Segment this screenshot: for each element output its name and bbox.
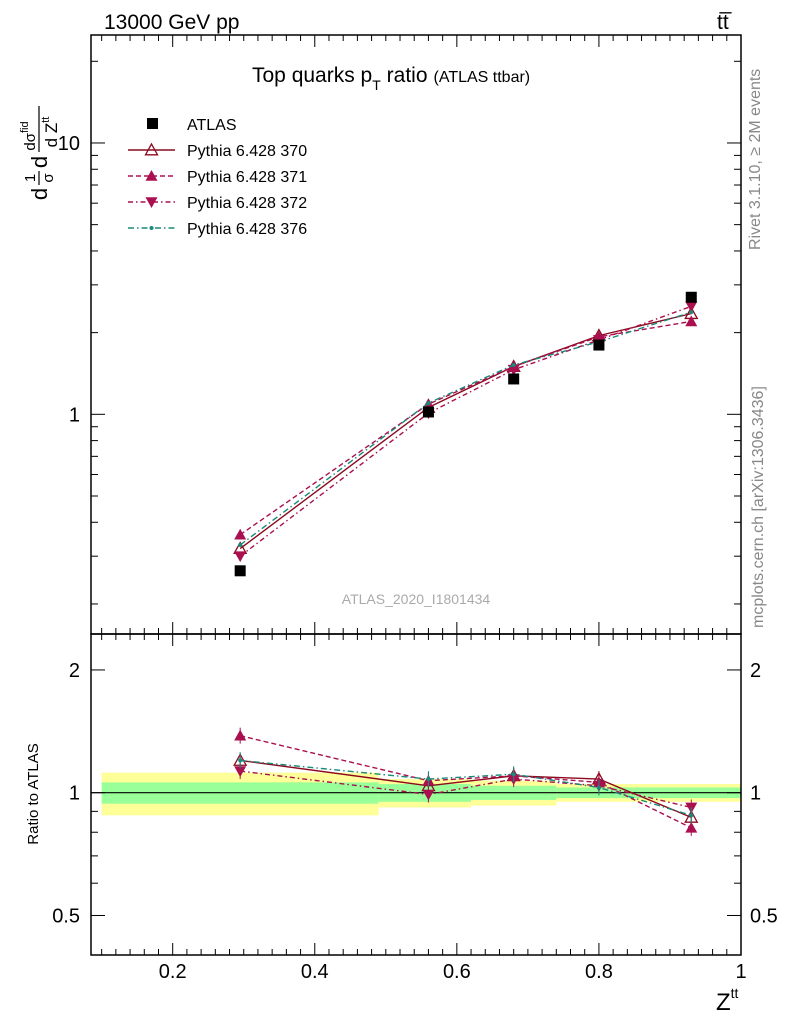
marker-dot: [426, 777, 431, 782]
y-tick-label-main: 1: [69, 404, 80, 426]
y-label-d2: d: [27, 156, 52, 168]
y-tick-label-main: 10: [58, 133, 80, 155]
main-series: [233, 291, 699, 577]
x-tick-label: 1: [735, 961, 746, 983]
marker-dot: [511, 362, 516, 367]
marker-dot: [689, 813, 694, 818]
axes: 0.2 0.4 0.6 0.8 1 1 10 0.5 0.5 1 1 2 2: [52, 34, 778, 983]
y-label-frac-den: σ: [40, 173, 57, 183]
marker-triangle-up: [234, 528, 247, 540]
legend-atlas-marker: [147, 118, 158, 129]
marker-triangle-up: [145, 170, 158, 181]
series-line-3: [239, 305, 692, 557]
x-tick-label: 0.6: [443, 961, 471, 983]
marker-dot: [426, 401, 431, 406]
legend-label-3: Pythia 6.428 372: [187, 195, 307, 212]
x-tick-label: 0.4: [301, 961, 329, 983]
marker-triangle-down: [685, 301, 698, 313]
series-line-2: [239, 320, 692, 536]
y-axis-label-main: d 1 σ d dσfid d Ztt: [19, 106, 61, 200]
marker-square: [685, 291, 697, 303]
y-label-dsigma: dσfid: [19, 121, 39, 150]
y-tick-label-ratio-right: 2: [750, 660, 761, 682]
marker-triangle-up: [234, 729, 247, 741]
marker-dot: [149, 226, 154, 230]
y-tick-label-ratio: 1: [69, 783, 80, 805]
marker-triangle-down: [234, 766, 247, 778]
marker-triangle-up: [685, 315, 698, 327]
ratio-line-2: [240, 734, 692, 829]
beam-label: 13000 GeV pp: [104, 11, 239, 34]
y-tick-label-ratio-right: 1: [750, 783, 761, 805]
legend-label-2: Pythia 6.428 371: [187, 169, 307, 186]
process-label: tt̅: [717, 11, 733, 34]
y-tick-label-ratio: 2: [69, 660, 80, 682]
y-label-dz: d Ztt: [40, 117, 61, 148]
legend-atlas-label: ATLAS: [187, 117, 237, 134]
legend-label-1: Pythia 6.428 370: [187, 143, 307, 160]
marker-triangle-open: [144, 142, 159, 156]
y-tick-label-ratio-right: 0.5: [750, 905, 778, 927]
marker-triangle-down: [234, 551, 247, 563]
chart-title: Top quarks pT ratio (ATLAS ttbar): [252, 64, 530, 93]
y-label-frac-num: 1: [22, 174, 39, 182]
marker-triangle-down: [422, 789, 435, 801]
marker-dot: [689, 310, 694, 315]
marker-triangle-down: [507, 364, 520, 376]
marker-dot: [238, 758, 243, 763]
ratio-series: [233, 727, 699, 836]
y-axis-label-ratio: Ratio to ATLAS: [25, 743, 42, 844]
marker-dot: [511, 772, 516, 777]
analysis-watermark: ATLAS_2020_I1801434: [342, 591, 491, 607]
marker-triangle-down: [145, 197, 158, 208]
series-line-4: [239, 311, 692, 546]
marker-square: [593, 339, 605, 351]
y-tick-label-ratio: 0.5: [52, 905, 80, 927]
x-tick-label: 0.2: [159, 961, 187, 983]
x-axis-label: Ztt: [716, 985, 739, 1016]
marker-triangle-up: [685, 821, 698, 833]
legend: ATLAS Pythia 6.428 370 Pythia 6.428 371 Pyt…: [128, 117, 307, 238]
rivet-label: Rivet 3.1.10, ≥ 2M events: [747, 69, 764, 250]
ratio-frame: [90, 633, 742, 956]
legend-label-4: Pythia 6.428 376: [187, 221, 307, 238]
marker-dot: [238, 542, 243, 547]
x-tick-label: 0.8: [585, 961, 613, 983]
marker-dot: [596, 785, 601, 790]
marker-square: [508, 373, 520, 385]
mcplots-label: mcplots.cern.ch [arXiv:1306.3436]: [750, 386, 767, 628]
y-label-d1: d: [27, 188, 52, 200]
marker-square: [234, 565, 246, 577]
series-line-1: [239, 312, 692, 550]
marker-square: [422, 406, 434, 418]
